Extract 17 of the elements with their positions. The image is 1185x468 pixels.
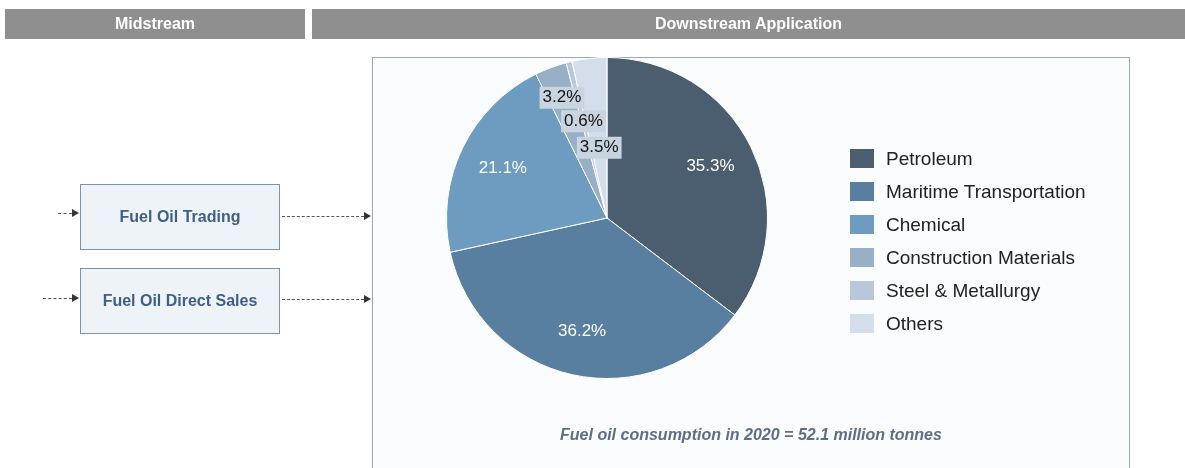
text: Midstream — [5, 9, 305, 39]
text: Fuel Oil Direct Sales — [80, 268, 280, 334]
data-label: 21.1% — [478, 157, 527, 177]
text: Downstream Application — [312, 9, 1185, 39]
data-label: 3.2% — [542, 87, 582, 107]
text: Fuel oil consumption in 2020 = 52.1 million tonnes — [559, 426, 943, 444]
legend-label: Construction Materials — [886, 246, 1076, 269]
text: Fuel Oil Trading — [80, 184, 280, 250]
legend-label: Chemical — [886, 213, 966, 236]
data-label: 0.6% — [564, 111, 603, 131]
data-label: 36.2% — [558, 320, 607, 340]
legend-label: Others — [886, 312, 944, 335]
legend-label: Petroleum — [886, 147, 973, 170]
legend-label: Steel & Metallurgy — [886, 279, 1041, 302]
legend-label: Maritime Transportation — [886, 180, 1086, 203]
data-label: 3.5% — [579, 137, 619, 157]
data-label: 35.3% — [686, 156, 735, 176]
